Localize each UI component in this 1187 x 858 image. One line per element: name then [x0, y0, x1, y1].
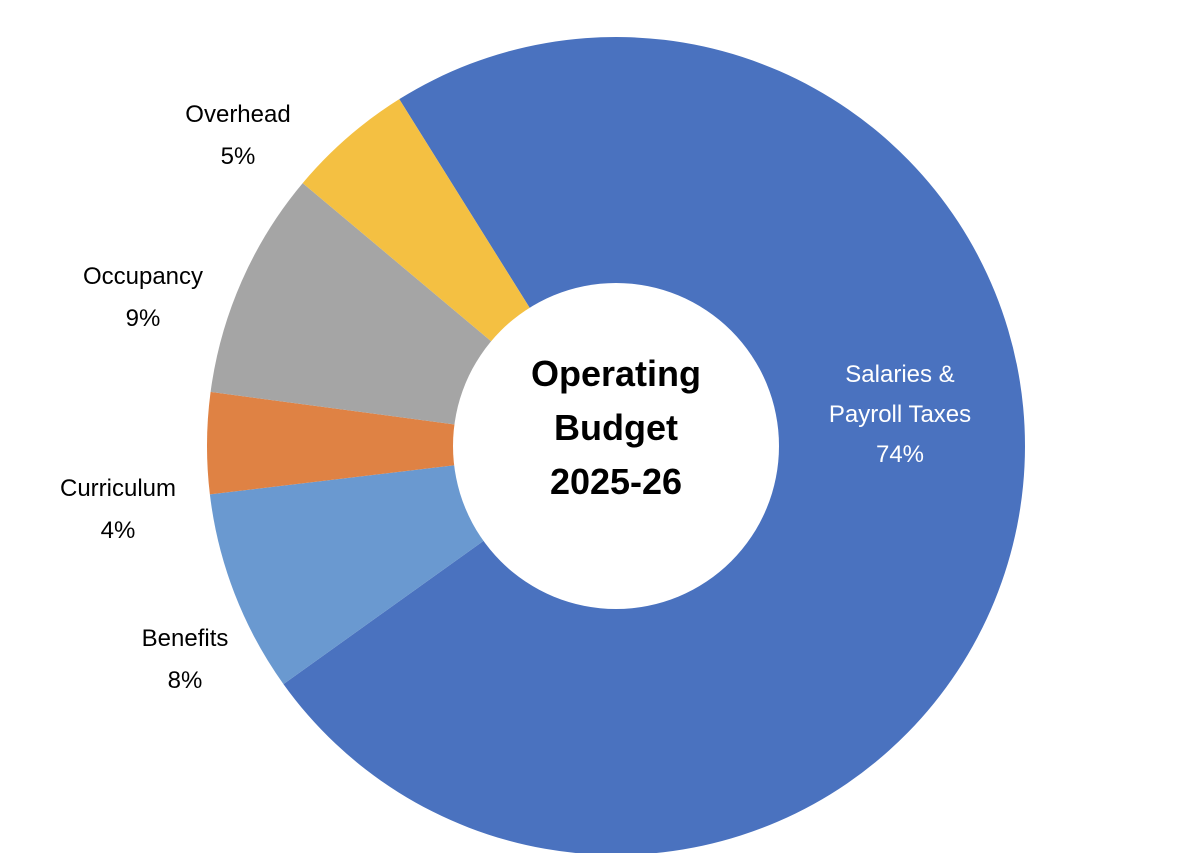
slice-curriculum — [207, 391, 616, 495]
slice-label-benefits: Benefits 8% — [142, 625, 229, 694]
slice-label-overhead: Overhead 5% — [185, 101, 290, 170]
donut-hole — [453, 283, 779, 609]
slice-label-salaries-payroll-taxes: Salaries & Payroll Taxes 74% — [829, 361, 971, 468]
slice-label-curriculum: Curriculum 4% — [60, 475, 176, 544]
center-title: Operating Budget 2025-26 — [531, 353, 701, 502]
slice-label-occupancy: Occupancy 9% — [83, 263, 203, 332]
labels-group: Salaries & Payroll Taxes 74% Benefits 8% Curr… — [60, 101, 971, 694]
